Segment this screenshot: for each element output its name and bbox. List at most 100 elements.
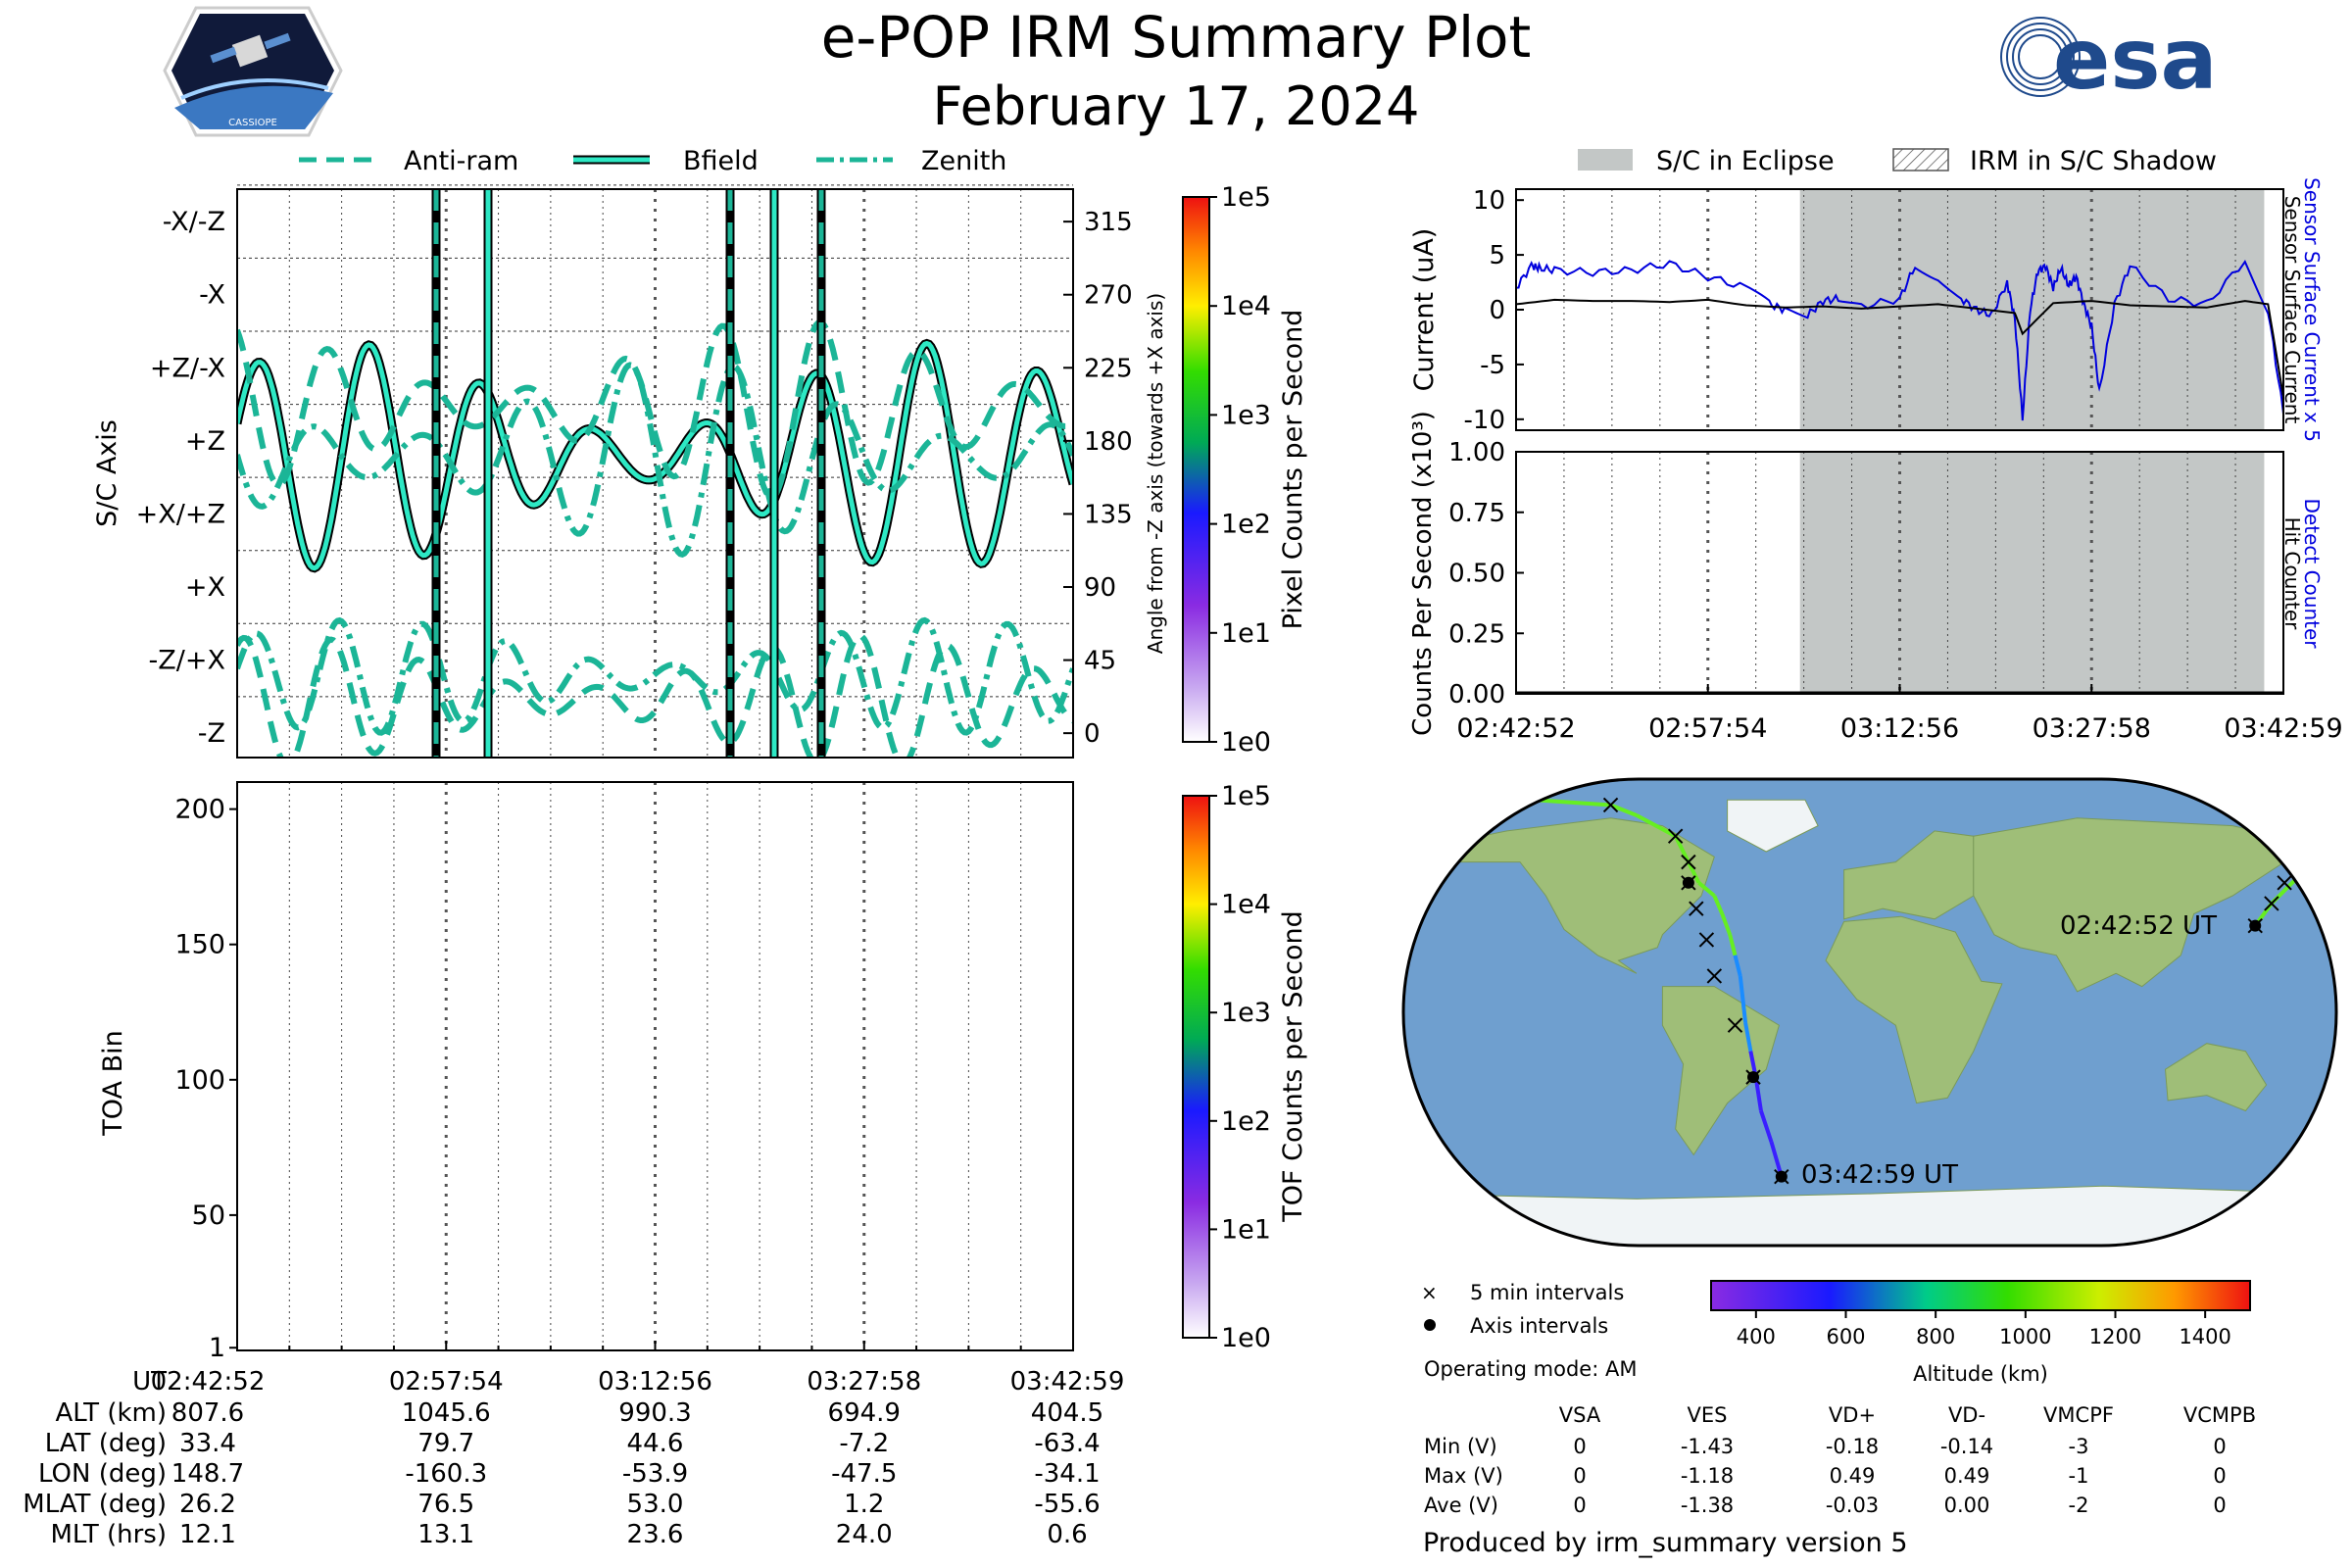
continent-north-america [1441,817,1715,974]
five-min-marker [1681,854,1696,870]
esa-logo: esa [2000,11,2218,109]
ephemeris-row-label: LON (deg) [38,1459,167,1489]
counts-panel: 1.00 0.75 0.50 0.25 0.00 02:42:52 02:57:54 03:… [1408,411,2343,744]
pixel-colorbar: 1e0 1e1 1e2 1e3 1e4 1e5 Pixel Counts per Seco… [1182,182,1308,758]
operating-mode: Operating mode: AM [1424,1357,1637,1381]
counts-tick-label: 0.50 [1448,560,1505,589]
altitude-tick-label: 1000 [1999,1325,2051,1348]
axis-interval-marker [1747,1071,1759,1084]
voltage-row-label: Max (V) [1424,1464,1503,1488]
current-panel: 10 5 0 -5 -10 Current (uA) Sensor Surface Cu… [1409,177,2324,442]
altitude-tick-label: 800 [1916,1325,1955,1348]
voltage-cell: -0.14 [1940,1435,1993,1458]
continent-africa [1825,915,2003,1104]
voltage-header: VD+ [1829,1403,1876,1427]
five-min-marker [2264,896,2279,911]
ephemeris-cell: 148.7 [172,1459,244,1489]
voltage-header: VSA [1559,1403,1601,1427]
ephemeris-cell: 79.7 [417,1429,474,1458]
voltage-header: VES [1688,1403,1728,1427]
ground-track-segment [1712,895,1725,915]
continent-greenland [1727,799,1819,853]
altitude-colorbar: 400 600 800 1000 1200 1400 Altitude (km) [1710,1280,2251,1386]
attitude-axis-label: +X/+Z [136,499,225,529]
pixel-colorbar-label: Pixel Counts per Second [1278,310,1308,630]
ground-track-segment [1753,1076,1763,1111]
zenith-line-lower [237,616,1073,736]
colorbar-tick-label: 1e1 [1221,1214,1271,1245]
ephemeris-row-label: MLT (hrs) [51,1520,168,1549]
ground-track-map: 02:42:52 UT 03:42:59 UT [1401,777,2338,1248]
colorbar-tick-label: 1e0 [1221,1323,1271,1353]
voltage-cell: 0 [2213,1494,2226,1517]
ground-track-segment [1738,975,1748,1023]
footer-text: Produced by irm_summary version 5 [1423,1528,1908,1558]
altitude-tick-label: 600 [1826,1325,1865,1348]
voltage-row-label: Ave (V) [1424,1494,1498,1517]
legend-5min: 5 min intervals [1470,1281,1624,1304]
map-legend: × 5 min intervals Axis intervals Operati… [1421,1281,1637,1381]
attitude-axis-label: -X [199,280,225,311]
ephemeris-cell: 404.5 [1031,1398,1103,1428]
voltage-table: VSA VES VD+ VD- VMCPF VCMPB Min (V) 0 -1.43 -0.18… [1424,1403,2256,1517]
five-min-marker [1727,1017,1743,1033]
current-tick-label: 0 [1489,296,1505,325]
legend-zenith: Zenith [921,146,1006,176]
ephemeris-cell: 24.0 [836,1520,893,1549]
ground-track-segment [1636,813,1677,838]
voltage-cell: 0 [2213,1435,2226,1458]
ephemeris-cell: -55.6 [1034,1490,1100,1519]
counts-x-tick-label: 02:57:54 [1648,713,1767,744]
ground-track-segment [1720,912,1733,936]
legend-axis-intervals: Axis intervals [1470,1314,1608,1338]
attitude-axis-label: +X [185,572,225,603]
ground-track-segment [1728,934,1738,956]
attitude-ylabel: S/C Axis [92,419,122,527]
ephemeris-cell: 807.6 [172,1398,244,1428]
ephemeris-cell: 1045.6 [402,1398,491,1428]
voltage-cell: -1.38 [1681,1494,1734,1517]
ground-track-segment [1609,803,1638,817]
ephemeris-cell: -47.5 [831,1459,897,1489]
counts-tick-label: 1.00 [1448,438,1505,467]
attitude-angle-tick: 180 [1084,427,1133,457]
attitude-angle-tick: 135 [1084,500,1133,529]
ground-track-segment [2296,850,2332,880]
counts-x-tick-label: 02:42:52 [1456,713,1575,744]
five-min-marker [1698,932,1715,948]
ground-track-segment [1697,881,1716,898]
altitude-tick-label: 1200 [2089,1325,2141,1348]
eclipse-shade [1799,452,2265,694]
ephemeris-cell: 53.0 [627,1490,684,1519]
tof-colorbar: 1e0 1e1 1e2 1e3 1e4 1e5 TOF Counts per Second [1182,781,1308,1353]
current-tick-label: 5 [1489,241,1505,270]
attitude-angle-tick: 315 [1084,208,1133,237]
voltage-row-label: Min (V) [1424,1435,1497,1458]
voltage-cell: 0 [1573,1435,1586,1458]
attitude-axis-label: +Z/-X [150,353,225,383]
colorbar-tick-label: 1e2 [1221,1106,1271,1137]
ephemeris-row-label: LAT (deg) [45,1429,167,1458]
ephemeris-row-label: UT [132,1367,167,1396]
toa-tick-label: 50 [192,1200,225,1231]
eclipse-legend: S/C in Eclipse IRM in S/C Shadow [1578,146,2217,176]
current-ylabel: Current (uA) [1409,228,1440,392]
legend-anti-ram: Anti-ram [404,146,518,176]
five-min-marker [1667,828,1684,844]
ephemeris-cell: 694.9 [828,1398,901,1428]
five-min-marker [2277,875,2292,891]
attitude-angle-tick: 225 [1084,354,1133,383]
voltage-cell: -2 [2069,1494,2089,1517]
ephemeris-cell: 44.6 [627,1429,684,1458]
current-tick-label: 10 [1473,186,1505,216]
axis-interval-marker [1448,800,1461,812]
ephemeris-cell: 02:42:52 [151,1367,266,1396]
continent-asia [1973,817,2312,993]
counts-tick-label: 0.25 [1448,619,1505,649]
ephemeris-cell: 76.5 [417,1490,474,1519]
legend-shadow: IRM in S/C Shadow [1970,146,2217,176]
attitude-axis-label: -Z [198,718,225,749]
legend-x-marker: × [1421,1281,1438,1304]
